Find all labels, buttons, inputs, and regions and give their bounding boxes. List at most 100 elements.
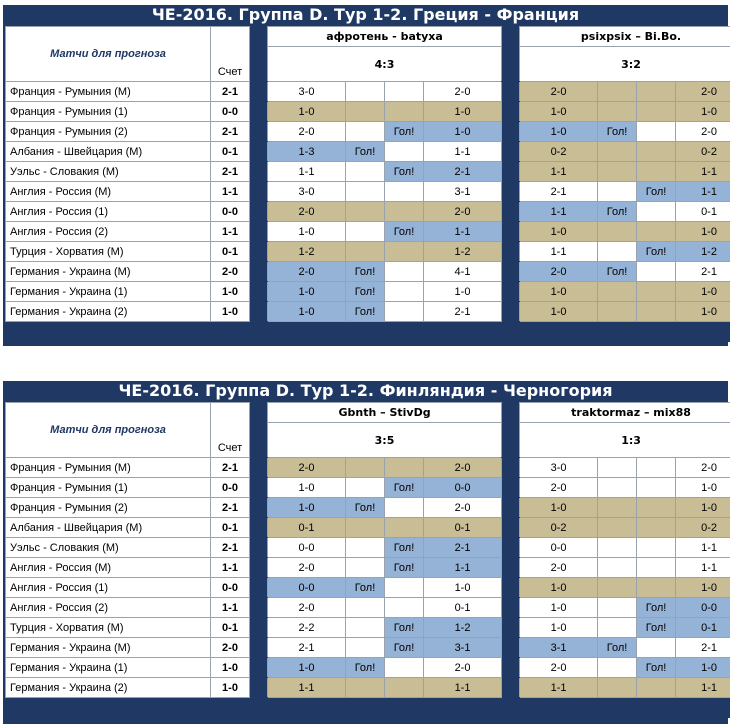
goal-badge: Гол! xyxy=(597,121,638,142)
table-row: Англия - Россия (М) 1-1 3-0 3-1 2-1 Гол! 1-1 xyxy=(5,181,730,202)
goal-slot xyxy=(384,597,424,618)
prediction: 1-0 xyxy=(422,281,503,302)
table-row: Германия - Украина (2) 1-0 1-1 1-1 1-1 1-1 xyxy=(5,677,730,698)
pair-total: 3:5 xyxy=(266,422,503,458)
spacer xyxy=(501,477,521,498)
prediction: 1-0 xyxy=(267,657,346,678)
prediction: 2-0 xyxy=(519,557,599,578)
spacer xyxy=(501,241,521,262)
prediction: 1-0 xyxy=(675,301,730,322)
spacer xyxy=(501,637,521,658)
prediction: 0-0 xyxy=(267,577,346,598)
match-name: Германия - Украина (1) xyxy=(5,657,211,678)
spacer xyxy=(249,557,268,578)
prediction: 1-0 xyxy=(519,101,599,122)
goal-slot xyxy=(636,677,677,698)
goal-slot xyxy=(384,657,424,678)
actual-score: 0-0 xyxy=(210,577,250,598)
actual-score: 0-1 xyxy=(210,517,250,538)
goal-slot xyxy=(597,141,638,162)
goal-slot xyxy=(345,161,385,182)
prediction: 1-1 xyxy=(519,677,599,698)
goal-badge: Гол! xyxy=(384,221,424,242)
actual-score: 2-1 xyxy=(210,121,250,142)
table-row: Англия - Россия (2) 1-1 1-0 Гол! 1-1 1-0 1-0 xyxy=(5,221,730,242)
prediction: 0-1 xyxy=(267,517,346,538)
goal-badge: Гол! xyxy=(636,597,677,618)
match-name: Франция - Румыния (1) xyxy=(5,477,211,498)
prediction: 2-0 xyxy=(422,497,503,518)
match-name: Германия - Украина (2) xyxy=(5,677,211,698)
spacer xyxy=(249,221,268,242)
goal-slot xyxy=(597,617,638,638)
goal-slot xyxy=(345,241,385,262)
prediction: 0-1 xyxy=(675,201,730,222)
goal-slot xyxy=(636,301,677,322)
prediction: 2-0 xyxy=(675,457,730,478)
goal-slot xyxy=(345,181,385,202)
goal-slot xyxy=(384,301,424,322)
prediction: 1-1 xyxy=(675,181,730,202)
prediction: 0-2 xyxy=(519,141,599,162)
spacer xyxy=(249,261,268,282)
prediction: 2-0 xyxy=(267,457,346,478)
goal-slot xyxy=(597,161,638,182)
match-name: Турция - Хорватия (М) xyxy=(5,617,211,638)
actual-score: 2-1 xyxy=(210,497,250,518)
prediction: 3-1 xyxy=(422,637,503,658)
actual-score: 0-1 xyxy=(210,141,250,162)
prediction: 1-2 xyxy=(267,241,346,262)
goal-slot xyxy=(384,577,424,598)
goal-slot xyxy=(597,557,638,578)
goal-slot xyxy=(636,141,677,162)
spacer xyxy=(249,577,268,598)
prediction: 1-0 xyxy=(267,477,346,498)
table-row: Албания - Швейцария (М) 0-1 1-3 Гол! 1-1 0-2 0… xyxy=(5,141,730,162)
goal-slot xyxy=(636,101,677,122)
spacer xyxy=(501,201,521,222)
table-row: Франция - Румыния (2) 2-1 1-0 Гол! 2-0 1-0 1-0 xyxy=(5,497,730,518)
prediction: 1-1 xyxy=(422,141,503,162)
actual-score: 2-1 xyxy=(210,457,250,478)
panel-2: ЧЕ-2016. Группа D. Тур 1-2. Финляндия - … xyxy=(3,381,730,724)
actual-score: 0-0 xyxy=(210,477,250,498)
prediction: 1-1 xyxy=(519,161,599,182)
goal-slot xyxy=(636,81,677,102)
goal-slot xyxy=(597,101,638,122)
prediction: 3-0 xyxy=(267,81,346,102)
goal-badge: Гол! xyxy=(636,181,677,202)
goal-slot xyxy=(597,517,638,538)
spacer xyxy=(501,281,521,302)
prediction: 2-0 xyxy=(267,557,346,578)
goal-slot xyxy=(345,637,385,658)
spacer xyxy=(501,677,521,698)
match-name: Франция - Румыния (М) xyxy=(5,81,211,102)
spacer xyxy=(501,81,521,102)
goal-badge: Гол! xyxy=(345,577,385,598)
prediction: 2-0 xyxy=(675,81,730,102)
goal-slot xyxy=(597,537,638,558)
prediction-table: Матчи для прогноза Счет афротень - batyxa p… xyxy=(4,26,730,342)
goal-slot xyxy=(636,161,677,182)
prediction: 1-0 xyxy=(519,577,599,598)
prediction: 2-0 xyxy=(267,261,346,282)
prediction: 1-0 xyxy=(267,101,346,122)
spacer xyxy=(501,657,521,678)
spacer xyxy=(501,261,521,282)
prediction: 3-1 xyxy=(519,637,599,658)
prediction: 1-0 xyxy=(675,101,730,122)
prediction: 2-0 xyxy=(422,457,503,478)
match-name: Франция - Румыния (2) xyxy=(5,497,211,518)
goal-slot xyxy=(597,241,638,262)
prediction: 1-1 xyxy=(519,201,599,222)
table-row: Франция - Румыния (1) 0-0 1-0 Гол! 0-0 2-0 1-0 xyxy=(5,477,730,498)
prediction: 1-0 xyxy=(519,221,599,242)
table-row: Франция - Румыния (М) 2-1 3-0 2-0 2-0 2-0 xyxy=(5,81,730,102)
prediction: 2-1 xyxy=(422,161,503,182)
match-name: Германия - Украина (1) xyxy=(5,281,211,302)
match-name: Англия - Россия (2) xyxy=(5,221,211,242)
prediction: 1-0 xyxy=(422,101,503,122)
goal-badge: Гол! xyxy=(384,161,424,182)
goal-slot xyxy=(345,557,385,578)
goal-badge: Гол! xyxy=(345,261,385,282)
